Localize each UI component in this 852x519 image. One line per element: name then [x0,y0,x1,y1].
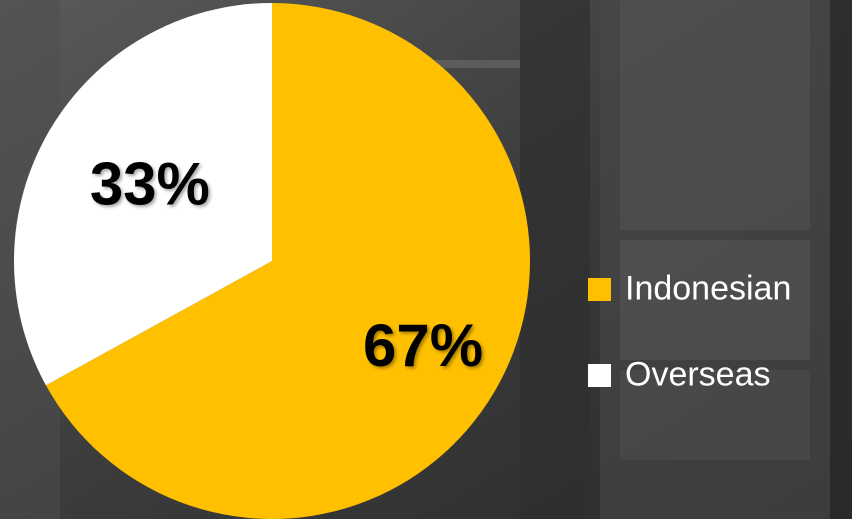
legend-swatch-indonesian [588,278,611,301]
data-label-overseas: 33% [90,151,210,218]
data-label-indonesian: 67% [363,312,483,379]
legend: Indonesian Overseas [588,269,791,393]
pie-slice-overseas [13,3,272,386]
legend-swatch-overseas [588,364,611,387]
legend-label-overseas: Overseas [625,355,771,393]
pie-slice-indonesian [45,3,530,519]
legend-label-indonesian: Indonesian [625,269,791,307]
